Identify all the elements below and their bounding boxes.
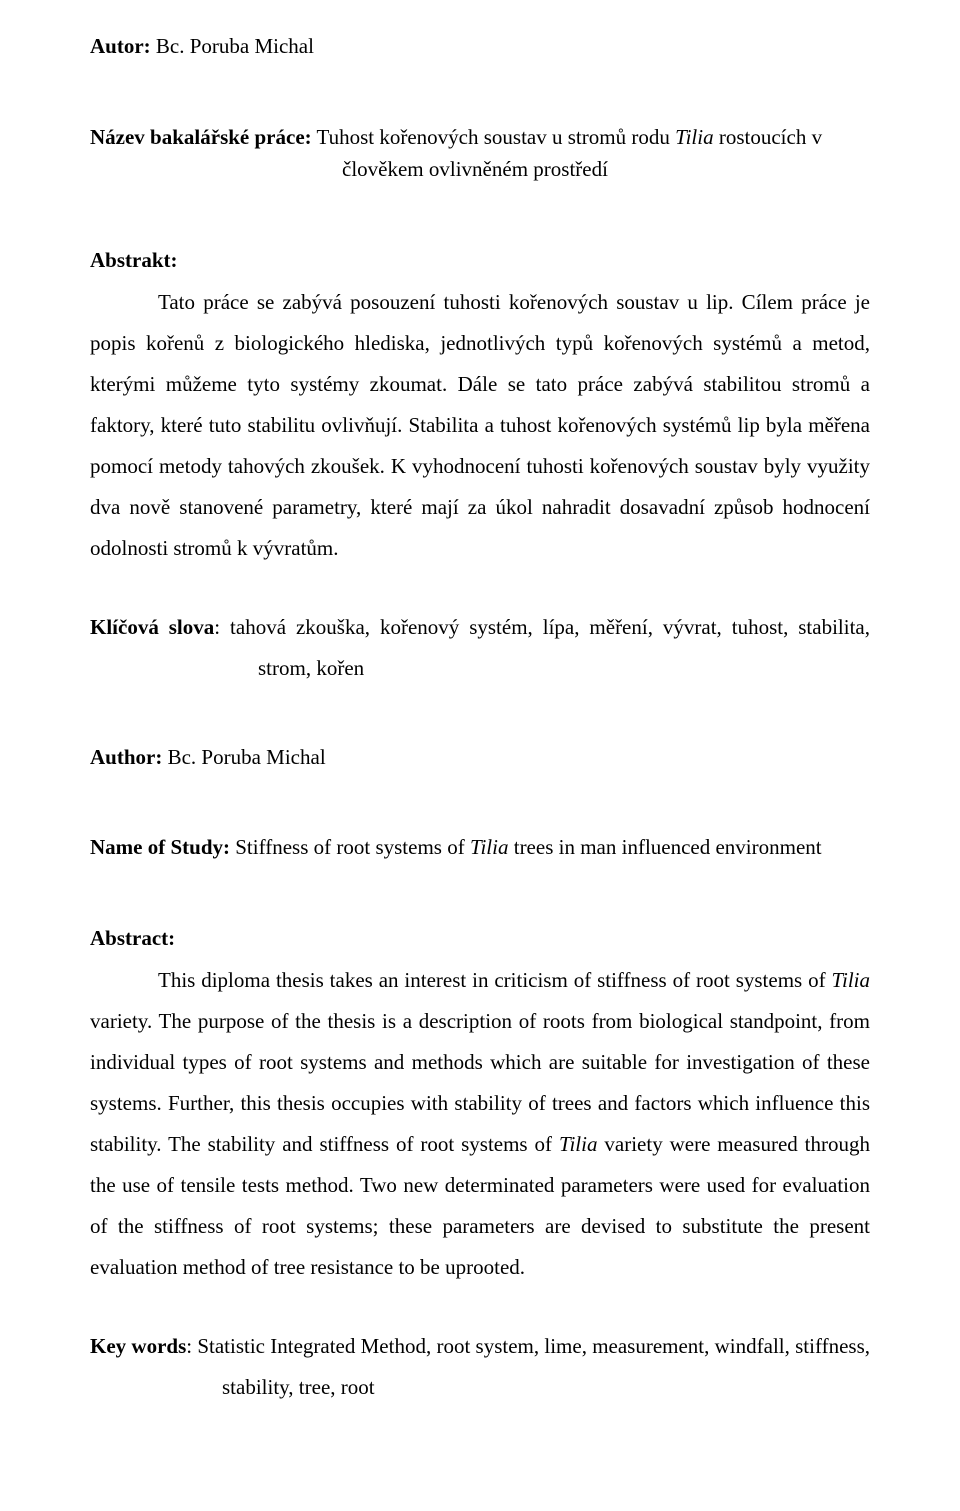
keywords-value-cz: : tahová zkouška, kořenový systém, lípa,…	[214, 615, 870, 680]
author-row-en: Author: Bc. Poruba Michal	[90, 741, 870, 774]
thesis-title-cz: Název bakalářské práce: Tuhost kořenovýc…	[90, 121, 870, 186]
keywords-row-cz: Klíčová slova: tahová zkouška, kořenový …	[90, 607, 870, 689]
author-value-cz: Bc. Poruba Michal	[156, 34, 314, 58]
keywords-label-en: Key words	[90, 1334, 186, 1358]
title-value-cz-1b: rostoucích	[719, 125, 806, 149]
abstract-en-a: This diploma thesis takes an interest in…	[158, 968, 826, 992]
title-italic-en: Tilia	[470, 835, 509, 859]
author-value-en: Bc. Poruba Michal	[168, 745, 326, 769]
abstract-italic-en-2: Tilia	[559, 1132, 598, 1156]
abstract-body-en: This diploma thesis takes an interest in…	[90, 960, 870, 1288]
abstract-body-cz: Tato práce se zabývá posouzení tuhosti k…	[90, 282, 870, 569]
title-italic-cz: Tilia	[675, 125, 714, 149]
keywords-row-en: Key words: Statistic Integrated Method, …	[90, 1326, 870, 1408]
author-row-cz: Autor: Bc. Poruba Michal	[90, 30, 870, 63]
title-value-en-a: Stiffness of root systems of	[235, 835, 464, 859]
abstract-italic-en-1: Tilia	[831, 968, 870, 992]
author-label-cz: Autor:	[90, 34, 151, 58]
abstract-label-en: Abstract:	[90, 922, 870, 955]
keywords-label-cz: Klíčová slova	[90, 615, 214, 639]
title-value-cz-1: Tuhost kořenových soustav u stromů rodu	[317, 125, 670, 149]
title-label-en: Name of Study:	[90, 835, 230, 859]
author-label-en: Author:	[90, 745, 162, 769]
title-value-en-b: trees in man influenced environment	[514, 835, 822, 859]
keywords-value-en: : Statistic Integrated Method, root syst…	[186, 1334, 870, 1399]
abstract-label-cz: Abstrakt:	[90, 244, 870, 277]
study-title-en: Name of Study: Stiffness of root systems…	[90, 831, 870, 864]
title-label-cz: Název bakalářské práce:	[90, 125, 312, 149]
